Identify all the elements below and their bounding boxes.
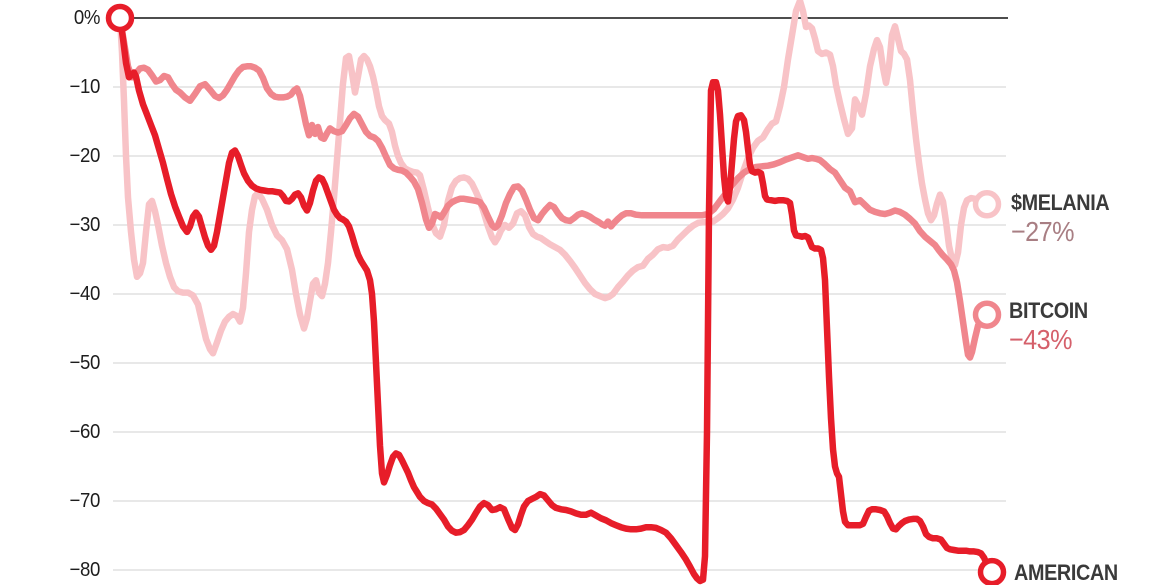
series-pct-melania: −27% bbox=[1011, 216, 1075, 247]
y-axis-tick-label: −60 bbox=[69, 421, 101, 443]
series-line-melania bbox=[116, 0, 991, 357]
series-label-american: AMERICAN bbox=[1014, 561, 1129, 585]
end-marker-american bbox=[977, 557, 1007, 585]
y-axis-tick-label: −20 bbox=[69, 145, 101, 167]
end-marker-bitcoin bbox=[972, 300, 1002, 329]
series-label-melania: $MELANIA −27% bbox=[1011, 191, 1120, 247]
y-axis-tick-label: −50 bbox=[69, 352, 101, 374]
y-axis-tick-label: −40 bbox=[69, 283, 101, 305]
y-axis-tick-label: −80 bbox=[69, 559, 101, 581]
series-label-bitcoin: BITCOIN −43% bbox=[1009, 299, 1097, 355]
y-axis-tick-label: −30 bbox=[69, 214, 101, 236]
start-marker bbox=[105, 3, 135, 33]
end-marker-melania bbox=[972, 190, 1002, 219]
series-name-melania: $MELANIA bbox=[1011, 190, 1110, 215]
y-axis-tick-label: −70 bbox=[69, 490, 101, 512]
series-name-american: AMERICAN bbox=[1014, 560, 1118, 585]
y-axis-tick-label: 0% bbox=[73, 7, 101, 29]
series-line-american bbox=[116, 14, 996, 585]
series-line-bitcoin bbox=[116, 14, 991, 361]
series-pct-bitcoin: −43% bbox=[1009, 324, 1073, 355]
series-name-bitcoin: BITCOIN bbox=[1009, 298, 1088, 323]
y-axis-tick-label: −10 bbox=[69, 76, 101, 98]
